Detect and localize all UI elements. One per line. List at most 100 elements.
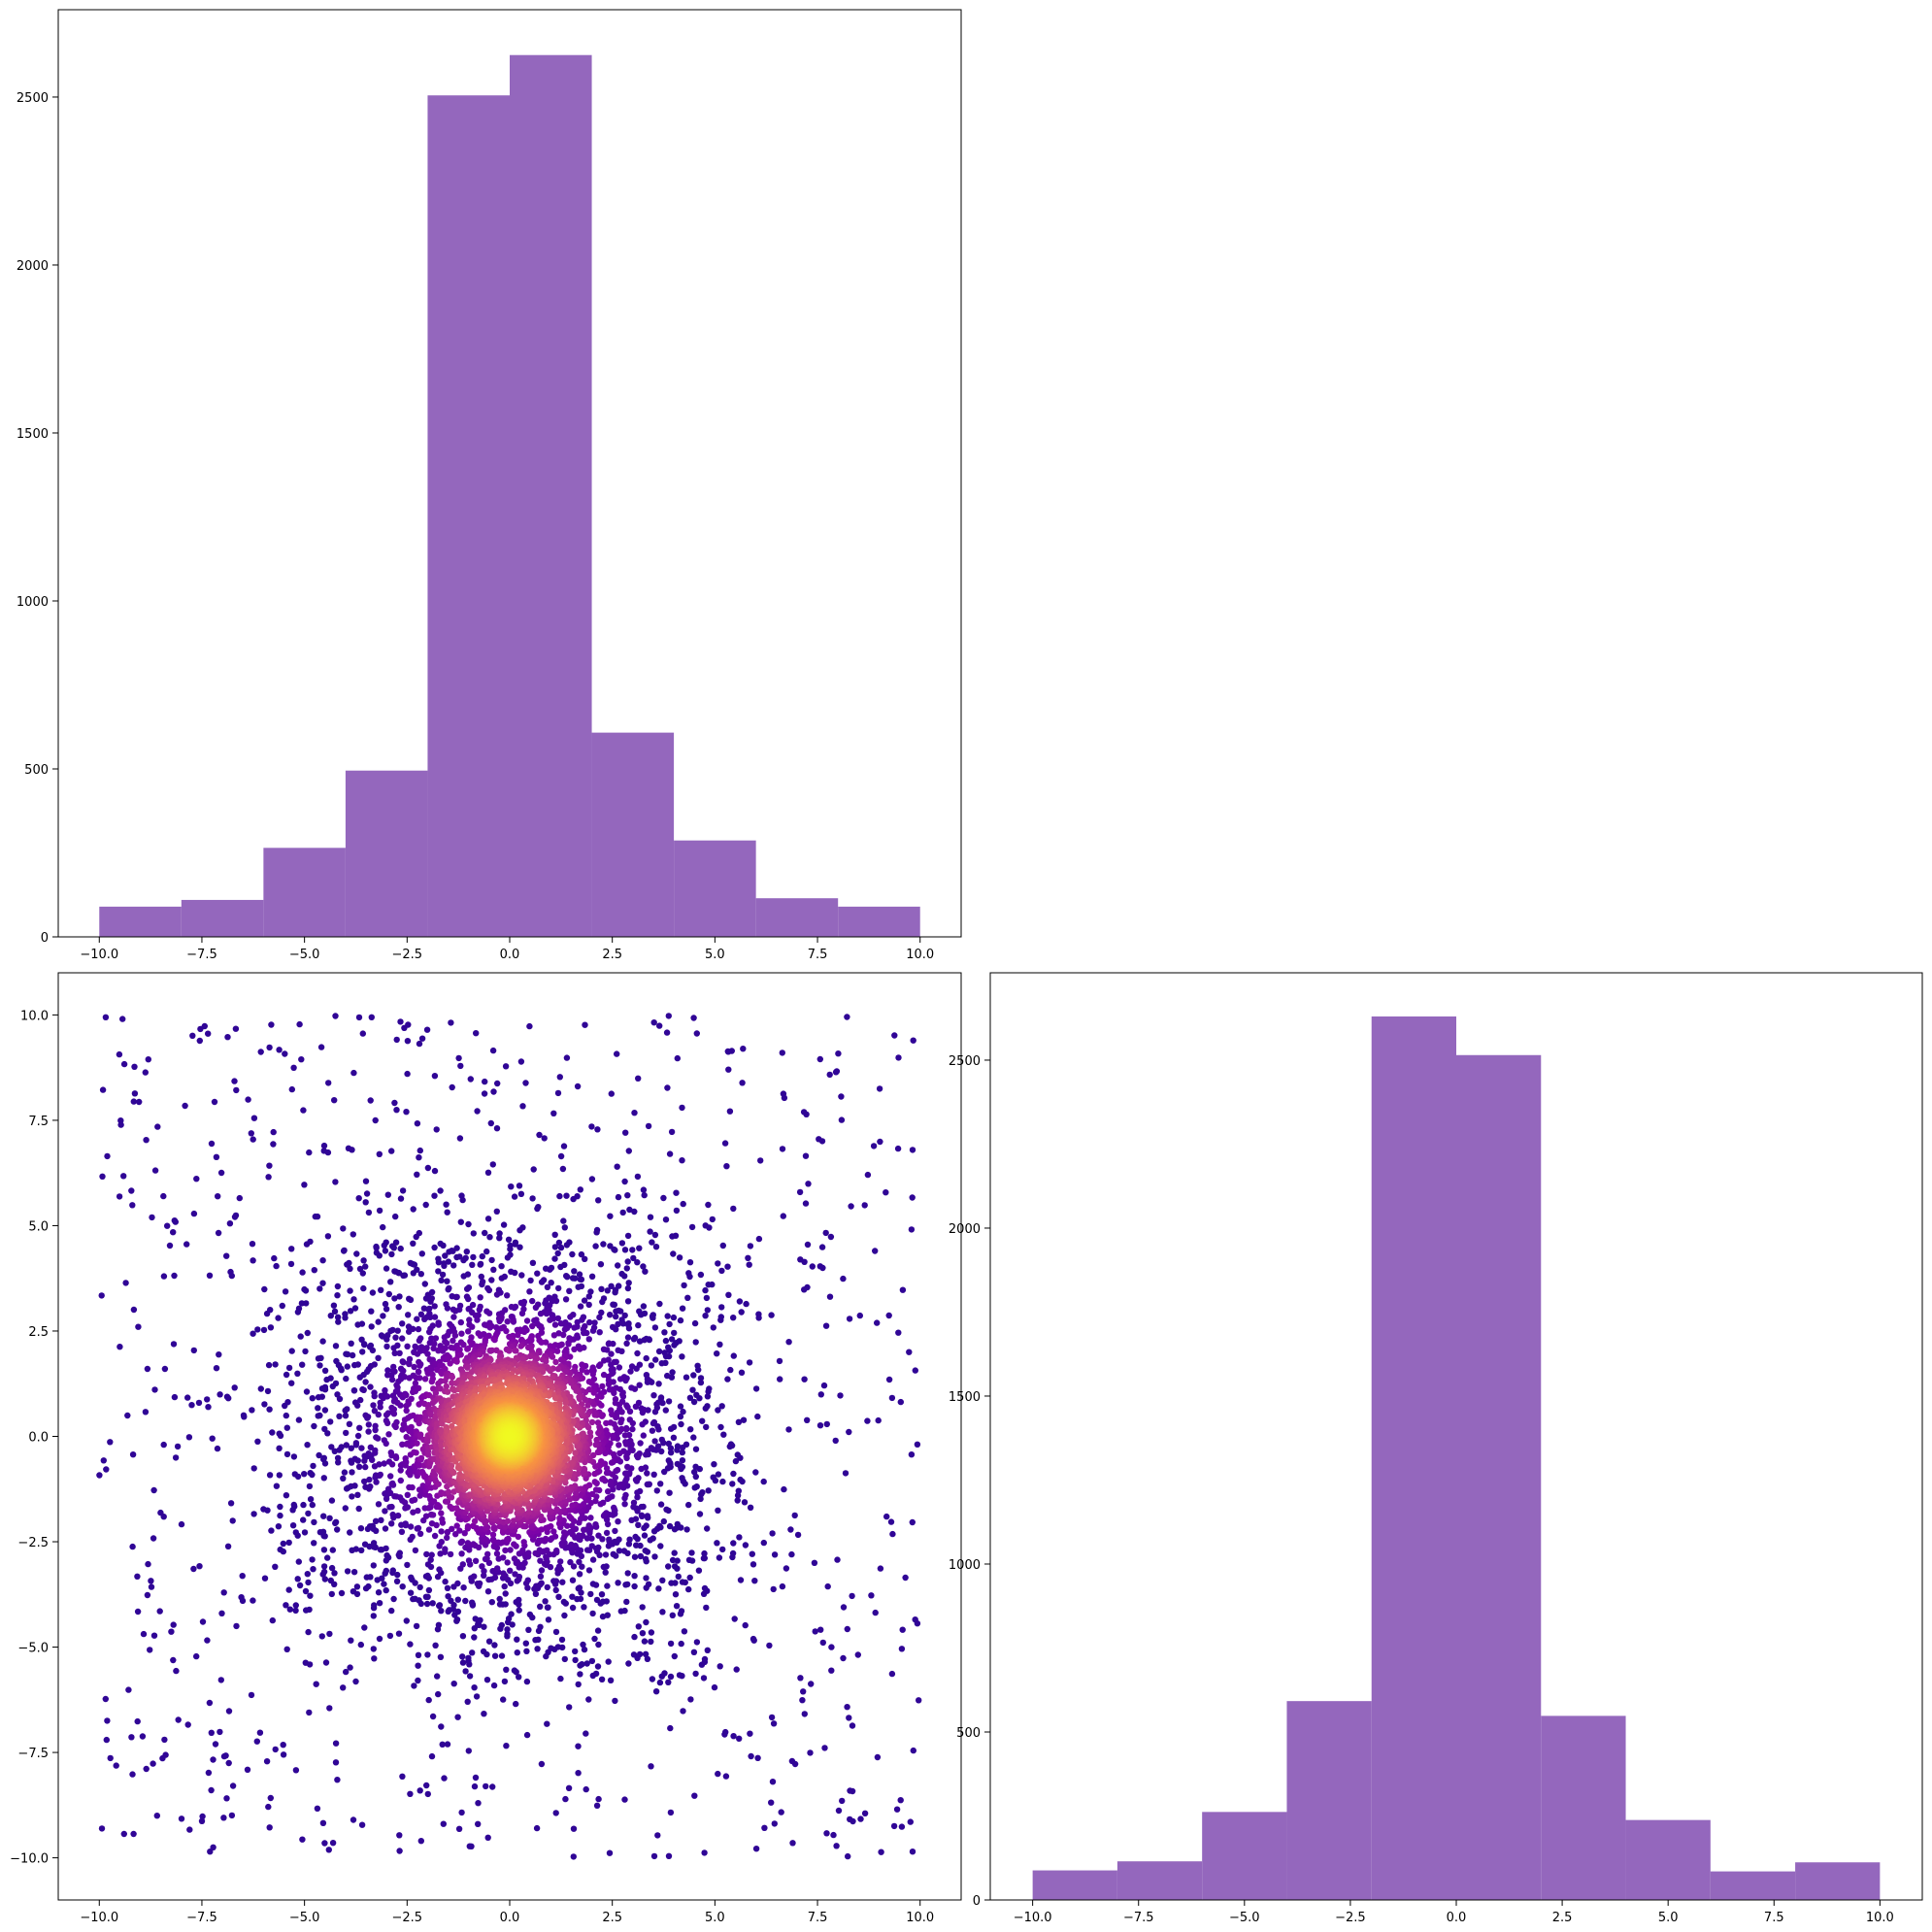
scatter-point — [185, 1434, 193, 1441]
x-tick-label: −2.5 — [392, 948, 423, 962]
scatter-point — [577, 1276, 583, 1282]
scatter-point — [615, 1320, 621, 1328]
scatter-point — [679, 1449, 685, 1456]
scatter-point — [552, 1628, 560, 1636]
scatter-point — [657, 1543, 664, 1549]
scatter-point — [493, 1550, 501, 1557]
scatter-point — [444, 1209, 450, 1216]
scatter-point — [445, 1258, 452, 1265]
scatter-point — [781, 1485, 787, 1493]
scatter-point — [680, 1200, 686, 1208]
scatter-point — [340, 1684, 347, 1691]
scatter-point — [612, 1697, 618, 1705]
scatter-point — [103, 1466, 110, 1473]
scatter-point — [376, 1600, 383, 1607]
scatter-point — [273, 1482, 281, 1489]
scatter-point — [391, 1349, 398, 1357]
scatter-point — [433, 1126, 440, 1133]
scatter-point — [248, 1691, 255, 1699]
scatter-point — [659, 1609, 666, 1616]
scatter-point — [599, 1476, 606, 1482]
scatter-point — [431, 1244, 438, 1251]
scatter-point — [581, 1526, 587, 1534]
scatter-point — [244, 1766, 251, 1774]
scatter-point — [591, 1479, 598, 1485]
scatter-point — [416, 1530, 424, 1538]
scatter-point — [748, 1752, 754, 1760]
scatter-point — [340, 1248, 348, 1254]
scatter-point — [844, 1625, 850, 1633]
scatter-point — [683, 1526, 690, 1533]
scatter-point — [575, 1770, 582, 1777]
scatter-point — [404, 1504, 412, 1511]
scatter-point — [668, 1425, 675, 1432]
scatter-point — [631, 1573, 638, 1580]
scatter-point — [751, 1578, 758, 1584]
scatter-point — [718, 1403, 725, 1410]
scatter-point — [383, 1440, 389, 1448]
scatter-point — [465, 1295, 472, 1303]
scatter-point — [613, 1313, 619, 1320]
scatter-point — [465, 1220, 472, 1228]
scatter-point — [560, 1529, 568, 1536]
scatter-point — [160, 1441, 167, 1449]
scatter-point — [435, 1690, 442, 1698]
scatter-point — [396, 1832, 403, 1839]
scatter-point — [894, 1145, 902, 1152]
scatter-point — [523, 1731, 531, 1739]
scatter-point — [383, 1567, 389, 1575]
scatter-point — [214, 1445, 221, 1452]
scatter-point — [261, 1575, 269, 1582]
scatter-point — [592, 1670, 600, 1678]
scatter-point — [383, 1265, 390, 1272]
scatter-point — [638, 1512, 646, 1519]
scatter-point — [887, 1518, 895, 1525]
scatter-point — [581, 1329, 587, 1337]
scatter-point — [624, 1258, 631, 1265]
scatter-point — [371, 1602, 378, 1609]
scatter-point — [217, 1169, 225, 1177]
scatter-point — [442, 1378, 449, 1384]
scatter-point — [643, 1618, 650, 1626]
scatter-point — [98, 1825, 106, 1832]
scatter-point — [671, 1652, 678, 1660]
scatter-point — [701, 1584, 709, 1592]
scatter-point — [604, 1612, 611, 1618]
scatter-point — [594, 1126, 601, 1133]
scatter-point — [916, 1697, 922, 1704]
scatter-point — [595, 1429, 602, 1437]
scatter-point — [438, 1370, 446, 1378]
scatter-point — [594, 1449, 602, 1456]
scatter-point — [328, 1590, 335, 1598]
scatter-point — [664, 1313, 671, 1319]
scatter-point — [195, 1399, 203, 1407]
scatter-point — [407, 1296, 415, 1304]
scatter-point — [215, 1193, 221, 1200]
scatter-point — [660, 1194, 667, 1202]
scatter-point — [334, 1454, 342, 1462]
scatter-point — [373, 1527, 380, 1535]
scatter-point — [636, 1245, 643, 1251]
scatter-point — [277, 1432, 284, 1440]
scatter-point — [238, 1594, 245, 1601]
scatter-point — [623, 1265, 630, 1272]
scatter-point — [411, 1496, 418, 1504]
scatter-point — [598, 1676, 606, 1683]
scatter-point — [641, 1524, 648, 1532]
scatter-point — [365, 1582, 372, 1590]
scatter-point — [332, 1380, 340, 1387]
scatter-point — [523, 1317, 531, 1324]
scatter-point — [294, 1473, 302, 1481]
scatter-point — [657, 1501, 665, 1508]
scatter-point — [622, 1377, 629, 1384]
scatter-point — [390, 1595, 397, 1603]
scatter-point — [377, 1399, 383, 1407]
scatter-point — [358, 1547, 365, 1554]
scatter-point — [131, 1063, 138, 1071]
scatter-point — [705, 1201, 712, 1209]
scatter-point — [576, 1558, 583, 1566]
scatter-point — [519, 1103, 526, 1110]
scatter-point — [605, 1658, 612, 1665]
scatter-point — [403, 1617, 410, 1624]
scatter-point — [488, 1256, 495, 1264]
